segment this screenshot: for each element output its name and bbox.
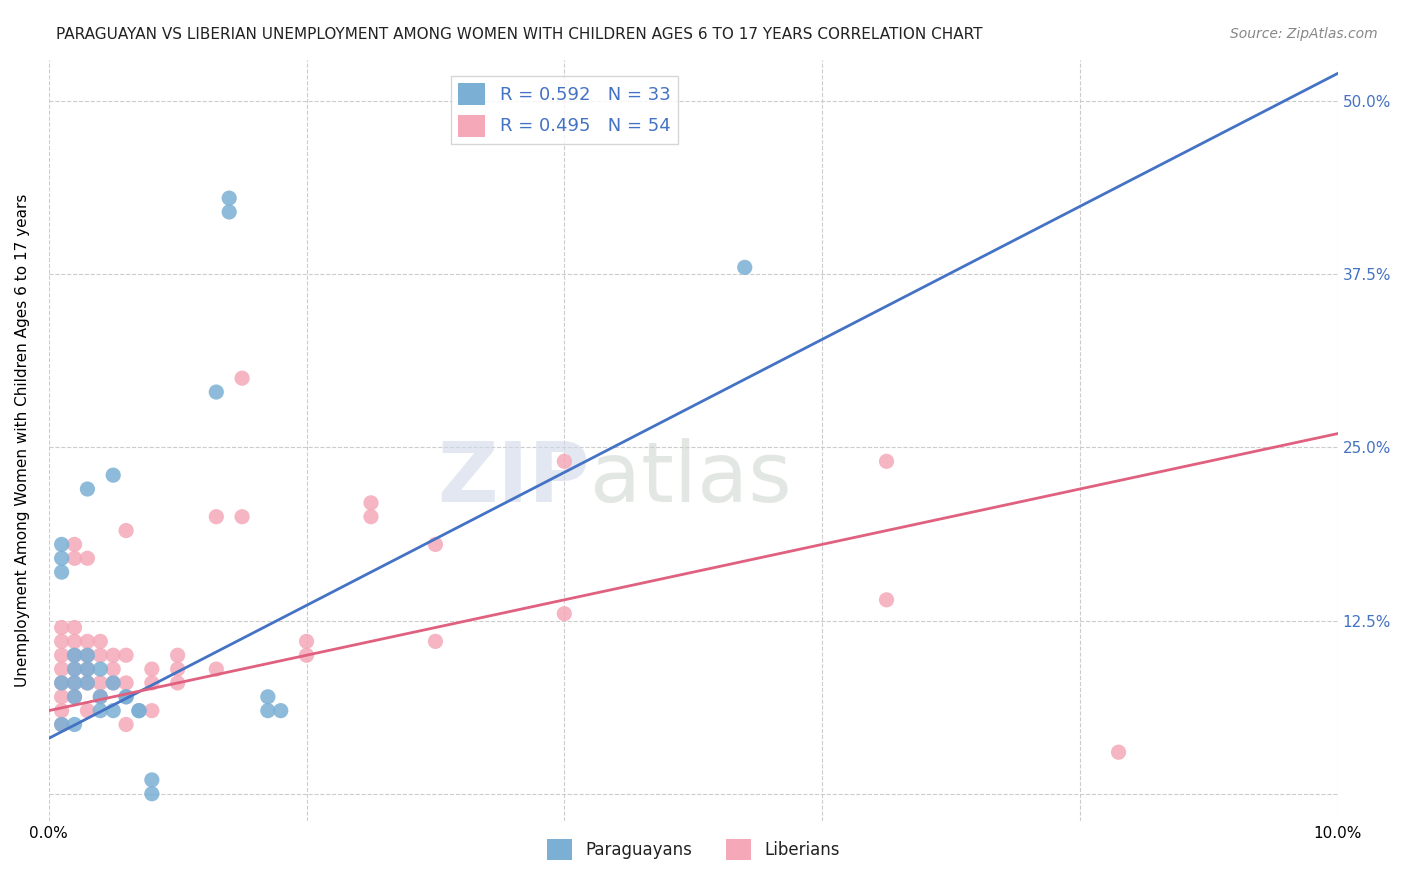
Point [141, 772, 163, 787]
Point [76, 551, 98, 566]
Point [103, 468, 125, 483]
Point [128, 704, 150, 718]
Point [103, 662, 125, 676]
Legend: R = 0.592   N = 33, R = 0.495   N = 54: R = 0.592 N = 33, R = 0.495 N = 54 [451, 76, 678, 144]
Point [166, 662, 188, 676]
Point [115, 676, 138, 690]
Point [205, 385, 228, 400]
Point [51, 621, 73, 635]
Point [76, 648, 98, 663]
Point [63, 676, 86, 690]
Point [51, 537, 73, 551]
Text: atlas: atlas [591, 438, 792, 519]
Point [115, 690, 138, 704]
Text: PARAGUAYAN VS LIBERIAN UNEMPLOYMENT AMONG WOMEN WITH CHILDREN AGES 6 TO 17 YEARS: PARAGUAYAN VS LIBERIAN UNEMPLOYMENT AMON… [56, 27, 983, 42]
Point [257, 690, 280, 704]
Point [63, 662, 86, 676]
Point [63, 717, 86, 731]
Point [553, 454, 575, 468]
Point [257, 704, 280, 718]
Point [63, 537, 86, 551]
Point [76, 648, 98, 663]
Point [128, 704, 150, 718]
Point [205, 509, 228, 524]
Point [63, 634, 86, 648]
Point [141, 662, 163, 676]
Point [63, 690, 86, 704]
Point [89, 690, 111, 704]
Point [115, 648, 138, 663]
Point [425, 634, 447, 648]
Point [51, 565, 73, 579]
Point [231, 509, 253, 524]
Point [1108, 745, 1130, 759]
Point [103, 704, 125, 718]
Point [63, 648, 86, 663]
Point [51, 662, 73, 676]
Point [205, 662, 228, 676]
Point [141, 787, 163, 801]
Point [166, 648, 188, 663]
Point [876, 592, 898, 607]
Point [166, 676, 188, 690]
Point [115, 717, 138, 731]
Point [76, 634, 98, 648]
Point [51, 676, 73, 690]
Point [63, 676, 86, 690]
Point [218, 205, 240, 219]
Point [76, 676, 98, 690]
Point [89, 648, 111, 663]
Point [295, 634, 318, 648]
Point [115, 524, 138, 538]
Point [89, 662, 111, 676]
Point [63, 551, 86, 566]
Point [76, 704, 98, 718]
Point [270, 704, 292, 718]
Point [295, 648, 318, 663]
Point [51, 676, 73, 690]
Point [63, 662, 86, 676]
Point [115, 690, 138, 704]
Point [51, 704, 73, 718]
Point [553, 607, 575, 621]
Point [76, 482, 98, 496]
Point [76, 676, 98, 690]
Point [63, 648, 86, 663]
Point [76, 662, 98, 676]
Point [51, 648, 73, 663]
Point [89, 690, 111, 704]
Point [76, 662, 98, 676]
Point [425, 537, 447, 551]
Point [51, 717, 73, 731]
Point [63, 690, 86, 704]
Point [103, 676, 125, 690]
Point [103, 676, 125, 690]
Point [360, 509, 382, 524]
Y-axis label: Unemployment Among Women with Children Ages 6 to 17 years: Unemployment Among Women with Children A… [15, 194, 30, 687]
Point [141, 704, 163, 718]
Point [103, 648, 125, 663]
Point [876, 454, 898, 468]
Point [218, 191, 240, 205]
Point [51, 717, 73, 731]
Point [231, 371, 253, 385]
Point [51, 634, 73, 648]
Point [734, 260, 756, 275]
Point [51, 551, 73, 566]
Point [89, 634, 111, 648]
Point [51, 690, 73, 704]
Point [63, 621, 86, 635]
Point [141, 676, 163, 690]
Point [89, 676, 111, 690]
Point [360, 496, 382, 510]
Point [89, 704, 111, 718]
Text: Source: ZipAtlas.com: Source: ZipAtlas.com [1230, 27, 1378, 41]
Text: ZIP: ZIP [437, 438, 591, 519]
